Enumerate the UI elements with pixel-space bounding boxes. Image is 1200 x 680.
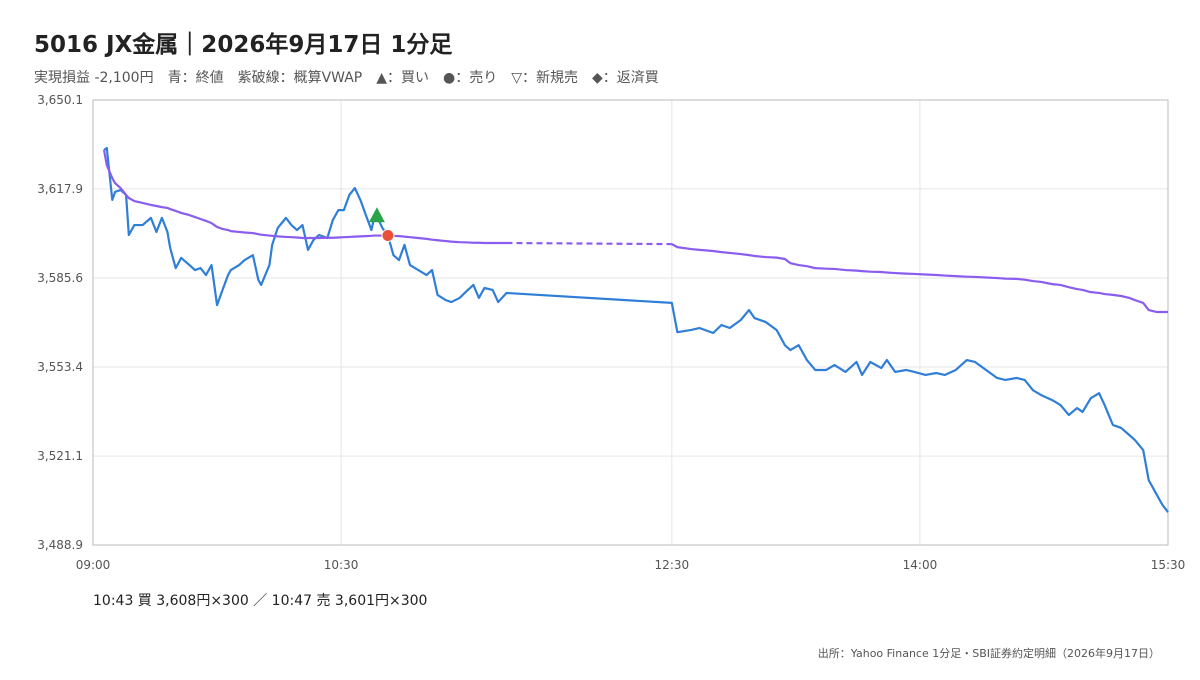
x-tick-label: 15:30 bbox=[1151, 558, 1186, 572]
series-line bbox=[103, 146, 1169, 513]
y-tick-label: 3,585.6 bbox=[37, 271, 83, 285]
x-tick-label: 10:30 bbox=[324, 558, 359, 572]
series-line bbox=[102, 149, 1168, 314]
trade-note: 10:43 買 3,608円×300 ／ 10:47 売 3,601円×300 bbox=[93, 593, 427, 609]
y-tick-label: 3,553.4 bbox=[37, 360, 83, 374]
source-note: 出所：Yahoo Finance 1分足・SBI証券約定明細（2026年9月17… bbox=[818, 646, 1160, 660]
y-tick-label: 3,650.1 bbox=[37, 93, 83, 107]
x-tick-label: 09:00 bbox=[76, 558, 111, 572]
x-tick-label: 14:00 bbox=[903, 558, 938, 572]
session-gap-connector bbox=[506, 241, 672, 246]
y-tick-label: 3,521.1 bbox=[37, 449, 83, 463]
chart-title: 5016 JX金属｜2026年9月17日 1分足 bbox=[34, 31, 452, 58]
chart-subtitle: 実現損益 -2,100円 青：終値 紫破線：概算VWAP ▲：買い ●：売り ▽… bbox=[34, 70, 659, 86]
plot-area: 3,488.9 3,521.1 3,553.4 3,585.6 3,617.9 3,650… bbox=[37, 93, 1185, 572]
x-tick-label: 12:30 bbox=[655, 558, 690, 572]
buy-marker bbox=[368, 207, 385, 223]
y-tick-label: 3,488.9 bbox=[37, 538, 83, 552]
sell-marker bbox=[381, 229, 395, 243]
plot-frame bbox=[92, 99, 1169, 546]
y-tick-label: 3,617.9 bbox=[37, 182, 83, 196]
